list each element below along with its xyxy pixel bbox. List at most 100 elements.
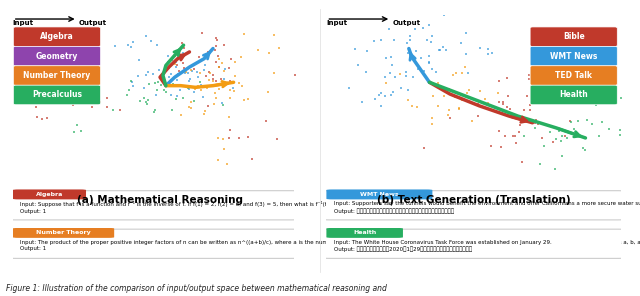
Point xyxy=(524,75,534,80)
Point xyxy=(199,112,209,116)
Point xyxy=(396,85,406,90)
Point xyxy=(194,94,204,99)
Point xyxy=(483,101,493,105)
Point xyxy=(390,75,400,80)
Point xyxy=(511,141,521,145)
Point xyxy=(126,83,136,88)
Point xyxy=(501,104,511,109)
Text: (a) Mathematical Reasoning: (a) Mathematical Reasoning xyxy=(77,195,243,205)
Text: Input: Supporters say the tunnels would benefit the environment and offer Califo: Input: Supporters say the tunnels would … xyxy=(334,201,640,214)
Point xyxy=(401,40,412,45)
Point xyxy=(438,85,448,90)
Point xyxy=(166,93,177,98)
Point xyxy=(230,136,241,141)
Point xyxy=(181,70,191,74)
Point xyxy=(438,94,449,99)
Point xyxy=(221,83,231,88)
Point xyxy=(353,63,363,68)
Point xyxy=(484,91,495,96)
Point xyxy=(69,130,79,134)
Point xyxy=(102,104,112,109)
Point xyxy=(200,65,211,70)
Point xyxy=(172,94,182,99)
Point xyxy=(460,64,470,69)
Point xyxy=(451,40,461,44)
Point xyxy=(170,43,180,47)
Point xyxy=(145,85,155,90)
Text: Health: Health xyxy=(353,230,376,235)
Point xyxy=(376,38,386,42)
Point xyxy=(39,115,49,120)
Point xyxy=(383,82,394,87)
Point xyxy=(144,82,154,86)
Point xyxy=(462,79,472,84)
Point xyxy=(495,96,506,101)
Point xyxy=(616,96,626,101)
Point xyxy=(215,52,225,57)
Point xyxy=(66,67,76,72)
Point xyxy=(473,116,483,121)
Point xyxy=(450,95,460,100)
Point xyxy=(534,78,545,83)
Point xyxy=(184,49,194,54)
Point xyxy=(197,31,207,36)
Point xyxy=(175,88,186,92)
Point xyxy=(156,83,166,87)
Point xyxy=(533,122,543,126)
Point xyxy=(178,50,188,55)
Point xyxy=(577,92,588,97)
Point xyxy=(150,100,160,105)
Point xyxy=(166,58,177,63)
Point xyxy=(195,79,205,84)
Point xyxy=(124,43,134,48)
Point xyxy=(506,112,516,117)
Point xyxy=(185,77,195,81)
Point xyxy=(445,76,455,81)
FancyBboxPatch shape xyxy=(323,191,624,220)
Point xyxy=(188,90,198,94)
Point xyxy=(403,88,413,93)
Point xyxy=(444,36,454,41)
Point xyxy=(68,102,79,107)
Point xyxy=(460,43,470,48)
Point xyxy=(183,85,193,90)
Point xyxy=(72,122,82,127)
Point xyxy=(524,122,534,127)
Point xyxy=(565,80,575,84)
Point xyxy=(403,61,413,66)
Point xyxy=(200,73,211,78)
Point xyxy=(184,104,195,109)
Point xyxy=(180,59,191,64)
Point xyxy=(604,133,614,138)
Point xyxy=(427,67,437,72)
Point xyxy=(596,98,606,103)
Text: Bible: Bible xyxy=(563,32,584,41)
Point xyxy=(204,48,214,52)
Point xyxy=(569,100,579,104)
FancyBboxPatch shape xyxy=(323,229,624,258)
Point xyxy=(504,137,515,142)
Text: Output: Output xyxy=(393,20,420,25)
Text: Health: Health xyxy=(559,91,588,99)
Point xyxy=(467,119,477,124)
Point xyxy=(263,90,273,95)
Point xyxy=(383,62,394,66)
Point xyxy=(582,113,593,118)
Point xyxy=(47,122,58,127)
Point xyxy=(591,98,601,103)
Point xyxy=(577,111,587,116)
Point xyxy=(213,136,223,140)
Point xyxy=(210,47,220,52)
Point xyxy=(156,91,166,96)
Point xyxy=(189,99,199,104)
Point xyxy=(237,83,247,88)
Point xyxy=(502,76,512,81)
Point xyxy=(515,123,525,127)
Point xyxy=(367,46,378,51)
Point xyxy=(482,115,492,120)
Point xyxy=(230,60,240,65)
Point xyxy=(475,46,485,51)
Point xyxy=(200,66,211,71)
Point xyxy=(371,53,381,57)
Point xyxy=(150,108,161,113)
